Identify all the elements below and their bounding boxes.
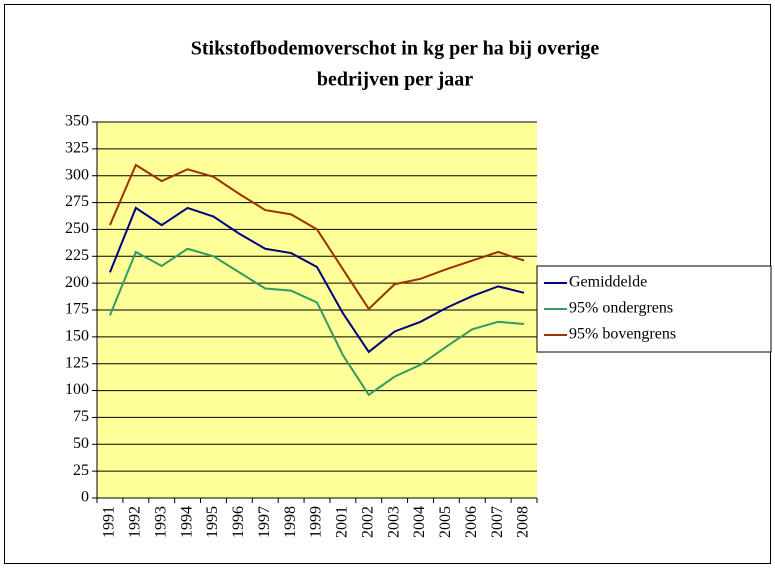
legend-label: 95% bovengrens <box>569 326 676 343</box>
series-line <box>109 247 525 397</box>
x-tick-label: 1996 <box>230 506 247 538</box>
x-tick-label: 2002 <box>359 506 376 538</box>
x-tick-label: 1995 <box>204 506 221 538</box>
chart-title: bedrijven per jaar <box>317 69 473 91</box>
y-tick-label: 75 <box>73 408 89 425</box>
x-tick-label: 2001 <box>334 506 351 538</box>
x-tick-label: 2003 <box>385 506 402 538</box>
y-tick-label: 150 <box>65 328 89 345</box>
x-tick-label: 1994 <box>178 506 195 538</box>
y-tick-label: 175 <box>65 301 89 318</box>
y-tick-label: 275 <box>65 193 89 210</box>
x-tick-label: 2007 <box>489 506 506 538</box>
x-tick-label: 2004 <box>411 506 428 538</box>
x-tick-label: 1999 <box>308 506 325 538</box>
y-tick-label: 25 <box>73 462 89 479</box>
x-tick-label: 1992 <box>126 506 143 538</box>
y-tick-label: 300 <box>65 166 89 183</box>
y-tick-label: 100 <box>65 381 89 398</box>
legend <box>536 265 772 353</box>
chart-title: Stikstofbodemoverschot in kg per ha bij … <box>191 38 600 60</box>
x-tick-label: 2006 <box>463 506 480 538</box>
legend-label: Gemiddelde <box>569 274 647 291</box>
y-tick-label: 350 <box>65 113 89 130</box>
x-tick-label: 2008 <box>515 506 532 538</box>
y-tick-label: 325 <box>65 140 89 157</box>
y-tick-label: 225 <box>65 247 89 264</box>
legend-label: 95% ondergrens <box>569 300 673 317</box>
y-tick-label: 200 <box>65 274 89 291</box>
y-tick-label: 50 <box>73 435 89 452</box>
y-tick-label: 0 <box>81 489 89 506</box>
x-tick-label: 1998 <box>282 506 299 538</box>
series-line <box>109 206 525 354</box>
x-tick-label: 1991 <box>101 506 118 538</box>
x-tick-label: 2005 <box>437 506 454 538</box>
y-tick-label: 250 <box>65 220 89 237</box>
x-tick-label: 1993 <box>152 506 169 538</box>
y-tick-label: 125 <box>65 354 89 371</box>
series-line <box>109 163 525 311</box>
x-tick-label: 1997 <box>256 506 273 538</box>
